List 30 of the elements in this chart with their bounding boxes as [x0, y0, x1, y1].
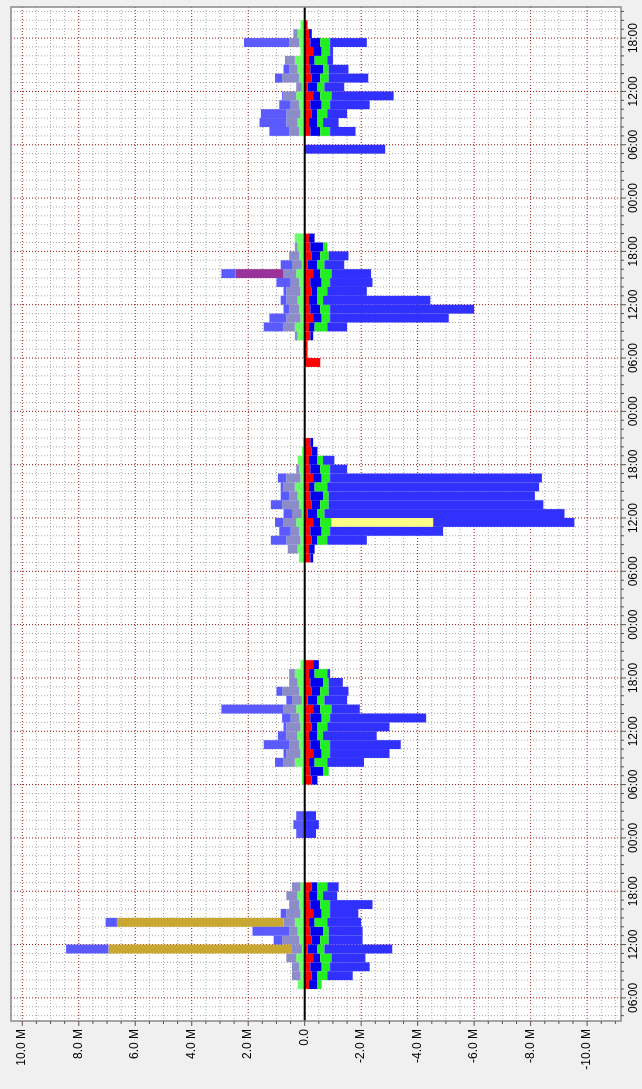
- y-tick-label: 06:00: [625, 342, 640, 374]
- y-tick-label: 06:00: [625, 555, 640, 587]
- y-tick-label: 12:00: [625, 502, 640, 534]
- x-tick-label: -10.0 M: [579, 1029, 594, 1070]
- y-tick-label: 18:00: [625, 22, 640, 54]
- y-tick-label: 12:00: [625, 289, 640, 320]
- y-tick-label: 00:00: [625, 822, 640, 853]
- y-tick-label: 18:00: [625, 875, 640, 907]
- y-tick-label: 00:00: [625, 182, 640, 214]
- x-tick-label: 0.0: [296, 1028, 311, 1046]
- y-tick-label: 00:00: [625, 396, 640, 427]
- y-tick-label: 06:00: [625, 129, 640, 160]
- y-tick-label: 12:00: [625, 715, 640, 747]
- x-tick-label: 10.0 M: [14, 1029, 29, 1066]
- x-tick-label: -6.0 M: [466, 1029, 481, 1064]
- x-tick-label: 6.0 M: [127, 1029, 142, 1060]
- y-tick-label: 12:00: [625, 76, 640, 107]
- y-tick-label: 18:00: [625, 236, 640, 267]
- x-tick-label: 8.0 M: [70, 1029, 85, 1060]
- x-tick-label: -8.0 M: [522, 1029, 537, 1064]
- y-tick-label: 06:00: [625, 769, 640, 800]
- y-tick-label: 06:00: [625, 982, 640, 1013]
- y-tick-label: 18:00: [625, 662, 640, 693]
- x-tick-label: -2.0 M: [353, 1029, 368, 1064]
- y-tick-label: 00:00: [625, 609, 640, 640]
- x-tick-label: 4.0 M: [183, 1029, 198, 1060]
- x-tick-label: -4.0 M: [409, 1029, 424, 1064]
- y-tick-label: 18:00: [625, 449, 640, 480]
- x-tick-label: 2.0 M: [240, 1029, 255, 1060]
- y-tick-label: 12:00: [625, 929, 640, 960]
